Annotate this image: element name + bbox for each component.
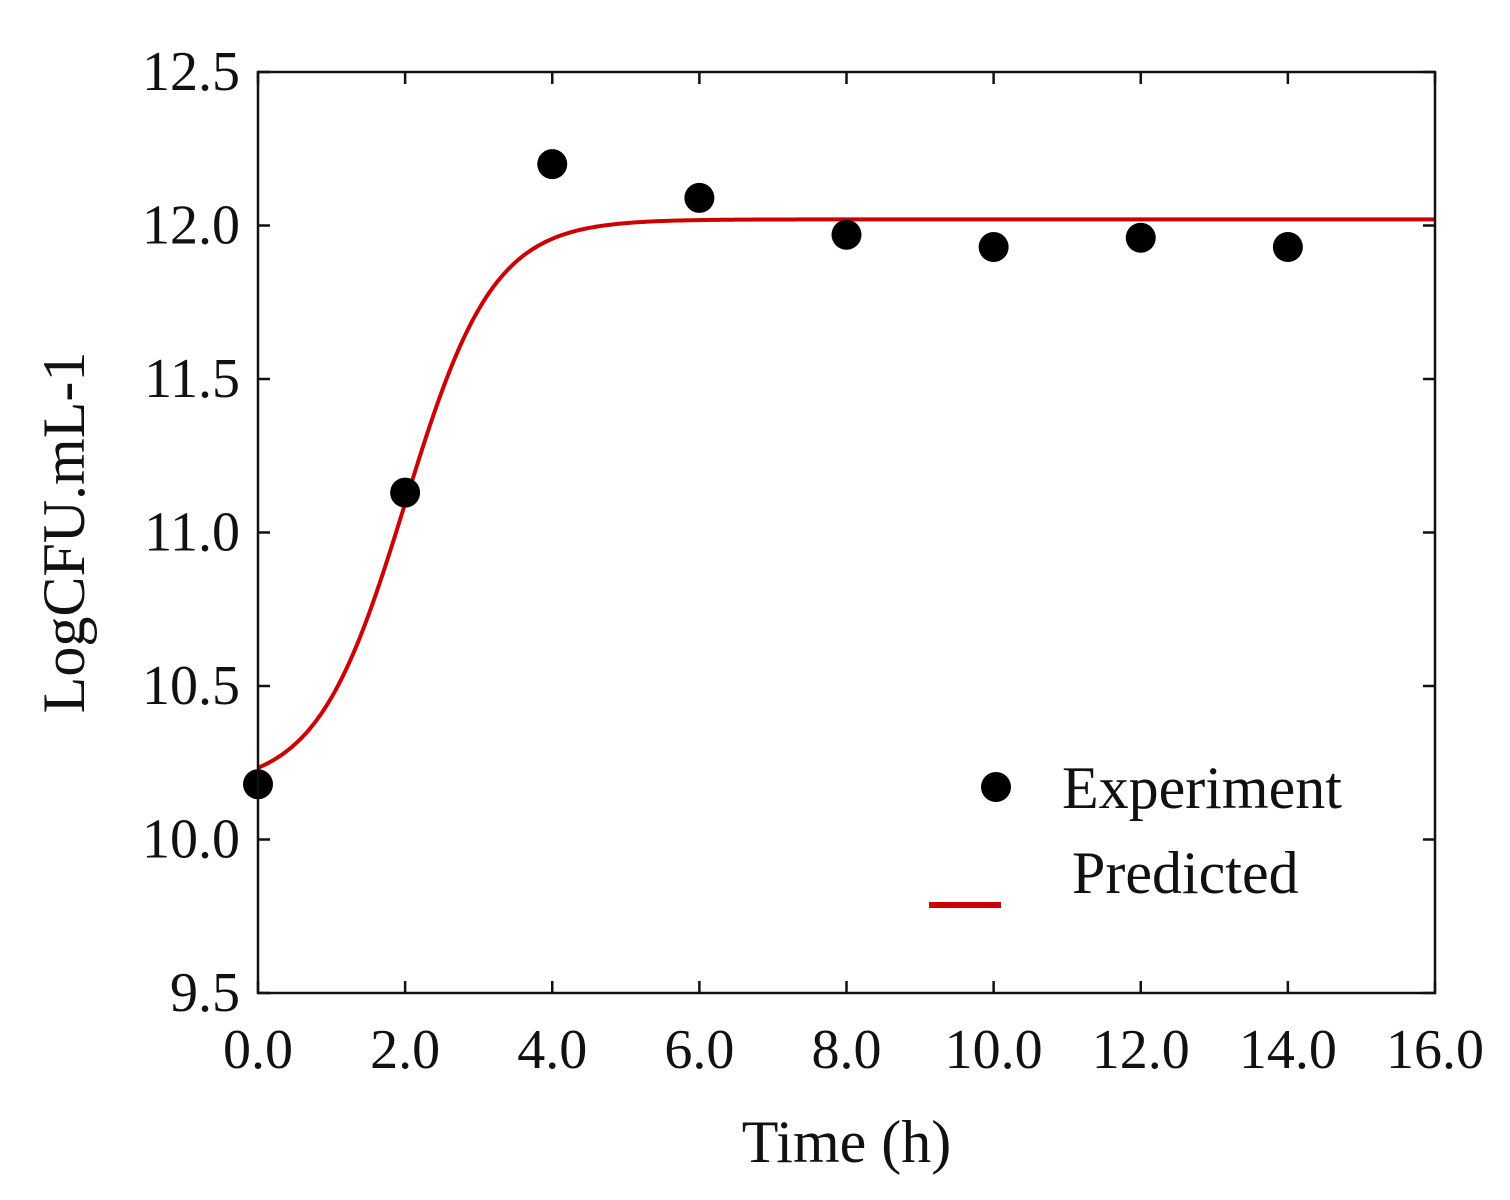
experiment-point	[978, 231, 1009, 262]
y-tick-label: 12.5	[142, 41, 240, 103]
y-tick-label: 10.0	[142, 809, 240, 871]
y-tick-label: 11.0	[144, 502, 240, 564]
predicted-line	[257, 217, 1435, 770]
experiment-point	[390, 477, 421, 508]
legend-predicted-label: Predicted	[1072, 840, 1299, 906]
x-tick-label: 4.0	[517, 1019, 587, 1081]
x-tick-label: 10.0	[945, 1019, 1043, 1081]
y-tick-label: 11.5	[144, 348, 240, 410]
x-tick-label: 8.0	[812, 1019, 882, 1081]
experiment-point	[831, 219, 862, 250]
x-tick-label: 16.0	[1386, 1019, 1484, 1081]
plot-area	[243, 149, 1435, 800]
x-tick-label: 12.0	[1092, 1019, 1190, 1081]
legend: Experiment Predicted	[929, 755, 1342, 908]
experiment-point	[1272, 231, 1303, 262]
legend-experiment-marker	[981, 772, 1011, 802]
y-tick-label: 9.5	[170, 962, 240, 1024]
y-axis-title: LogCFU.mL-1	[31, 352, 97, 714]
x-tick-label: 14.0	[1239, 1019, 1337, 1081]
experiment-point	[537, 149, 568, 180]
y-tick-label: 12.0	[142, 195, 240, 257]
x-tick-label: 6.0	[664, 1019, 734, 1081]
x-tick-label: 0.0	[223, 1019, 293, 1081]
experiment-point	[1125, 222, 1156, 253]
x-tick-label: 2.0	[370, 1019, 440, 1081]
x-axis-title: Time (h)	[742, 1109, 951, 1175]
experiment-point	[684, 182, 715, 213]
y-tick-label: 10.5	[142, 655, 240, 717]
legend-experiment-label: Experiment	[1062, 755, 1342, 821]
axis-ticks: 0.0 2.0 4.0 6.0 8.0 10.0 12.0 14.0 16.0 9.5 10.0 10…	[142, 41, 1484, 1081]
